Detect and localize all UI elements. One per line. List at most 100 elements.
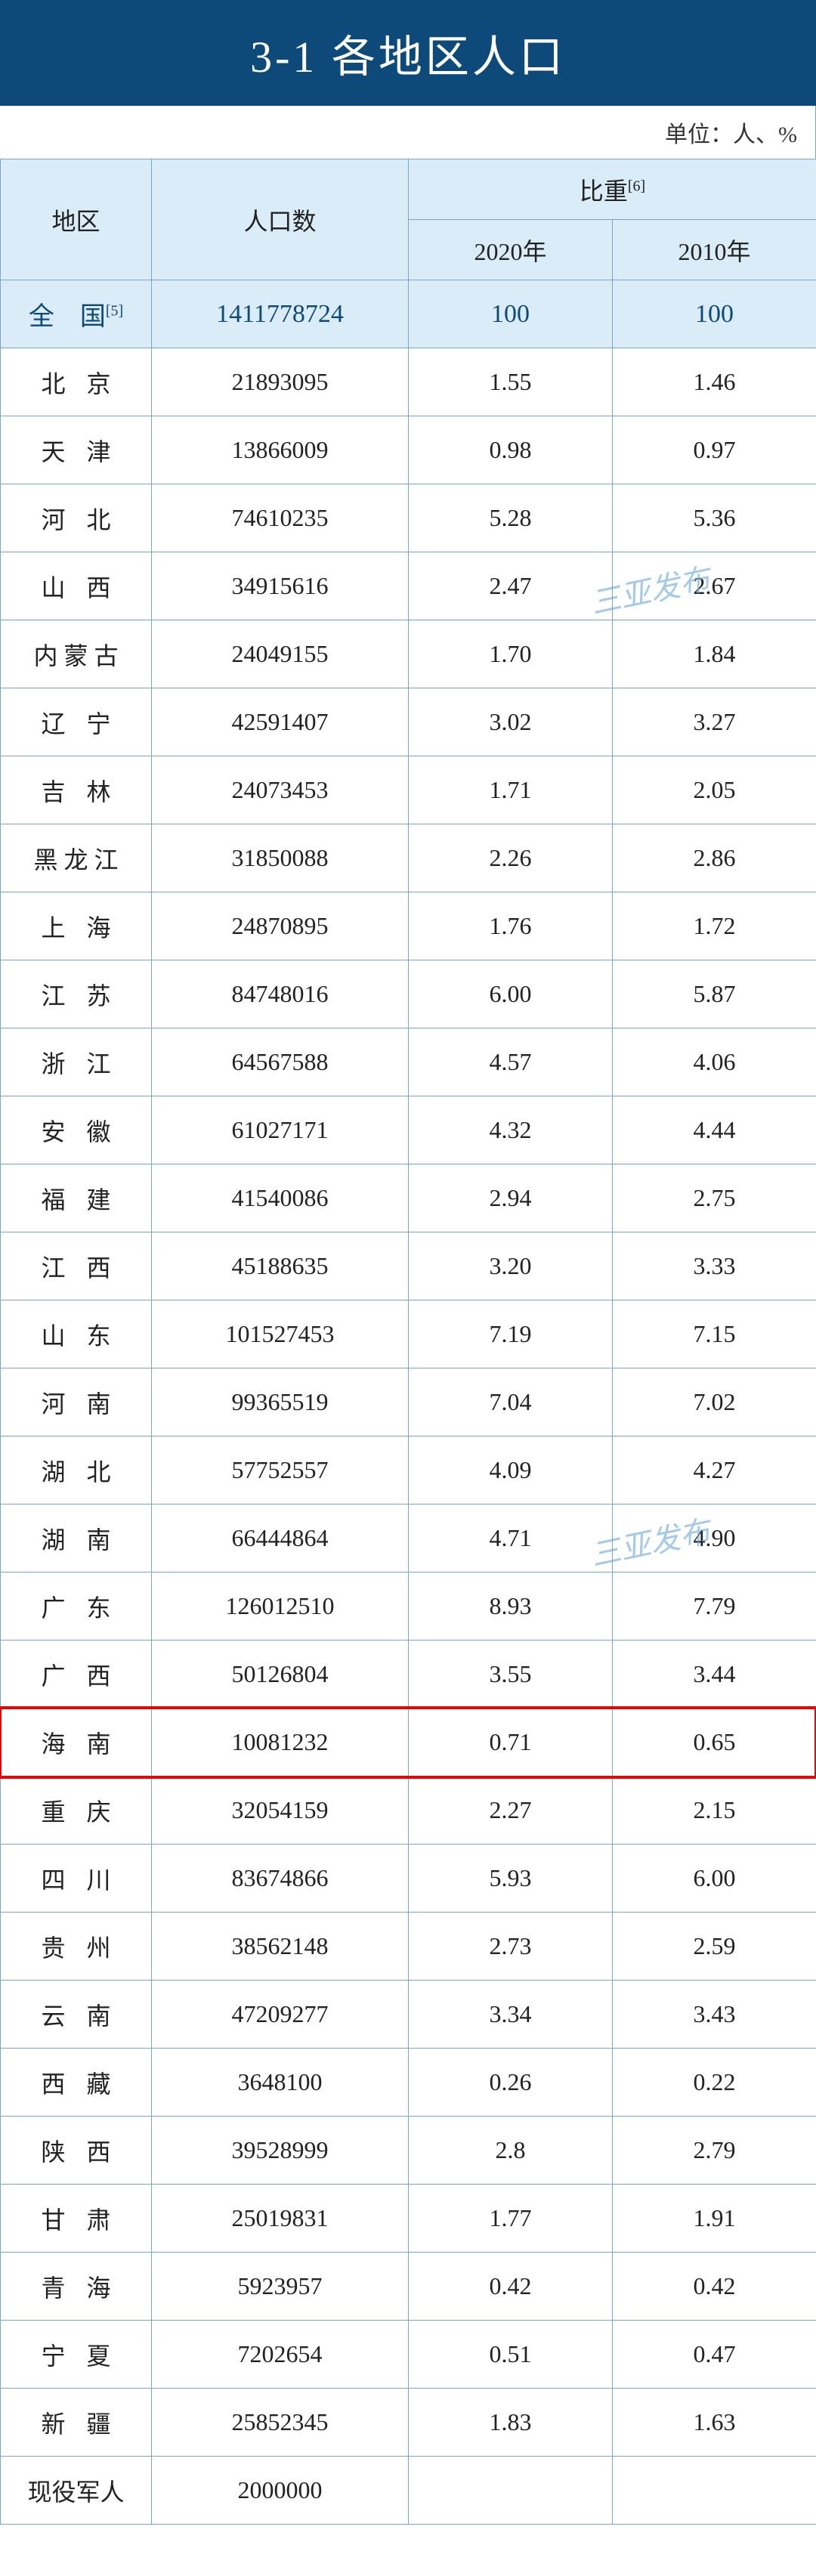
table-row: 广西501268043.553.44 xyxy=(1,1641,816,1709)
population-cell: 7202654 xyxy=(152,2321,409,2389)
ratio-2020-cell: 3.55 xyxy=(409,1641,613,1709)
table-row: 海南100812320.710.65 xyxy=(1,1709,816,1777)
ratio-2020-cell: 6.00 xyxy=(409,960,613,1028)
ratio-2020-cell: 2.27 xyxy=(409,1777,613,1845)
table-row: 宁夏72026540.510.47 xyxy=(1,2321,816,2389)
ratio-2010-cell: 2.59 xyxy=(613,1913,816,1981)
ratio-2010-cell: 1.91 xyxy=(613,2185,816,2253)
population-table: 地区 人口数 比重[6] 2020年 2010年 全 国[5] 14117787… xyxy=(0,159,816,2525)
population-cell: 24870895 xyxy=(152,892,409,960)
population-cell: 66444864 xyxy=(152,1504,409,1573)
ratio-2020-cell: 2.26 xyxy=(409,824,613,892)
table-row: 贵州385621482.732.59 xyxy=(1,1913,816,1981)
total-ratio-2010: 100 xyxy=(613,280,816,348)
table-row: 天津138660090.980.97 xyxy=(1,416,816,484)
title-band: 3-1 各地区人口 xyxy=(0,0,816,106)
ratio-2020-cell: 1.83 xyxy=(409,2389,613,2457)
region-cell: 陕西 xyxy=(1,2117,152,2185)
region-cell: 贵州 xyxy=(1,1913,152,1981)
ratio-2020-cell: 3.34 xyxy=(409,1981,613,2049)
region-cell: 江西 xyxy=(1,1232,152,1300)
ratio-2010-cell: 7.79 xyxy=(613,1573,816,1641)
ratio-2010-cell: 1.63 xyxy=(613,2389,816,2457)
ratio-2020-cell: 1.71 xyxy=(409,756,613,824)
table-row: 黑龙江318500882.262.86 xyxy=(1,824,816,892)
region-cell: 现役军人 xyxy=(1,2457,152,2525)
region-cell: 山东 xyxy=(1,1300,152,1368)
population-cell: 25852345 xyxy=(152,2389,409,2457)
population-cell: 74610235 xyxy=(152,484,409,552)
region-cell: 吉林 xyxy=(1,756,152,824)
ratio-2010-cell: 5.87 xyxy=(613,960,816,1028)
population-cell: 24073453 xyxy=(152,756,409,824)
ratio-2020-cell: 3.20 xyxy=(409,1232,613,1300)
ratio-2010-cell: 1.84 xyxy=(613,620,816,688)
ratio-2020-cell: 8.93 xyxy=(409,1573,613,1641)
population-cell: 34915616 xyxy=(152,552,409,620)
population-cell: 61027171 xyxy=(152,1096,409,1164)
ratio-2020-cell: 4.32 xyxy=(409,1096,613,1164)
population-cell: 25019831 xyxy=(152,2185,409,2253)
population-cell: 39528999 xyxy=(152,2117,409,2185)
ratio-2020-cell: 0.98 xyxy=(409,416,613,484)
ratio-2020-cell: 0.26 xyxy=(409,2049,613,2117)
table-row: 四川836748665.936.00 xyxy=(1,1845,816,1913)
ratio-2010-cell: 0.42 xyxy=(613,2253,816,2321)
table-row: 现役军人2000000 xyxy=(1,2457,816,2525)
table-row: 福建415400862.942.75 xyxy=(1,1164,816,1232)
region-cell: 内蒙古 xyxy=(1,620,152,688)
ratio-2010-cell: 1.46 xyxy=(613,348,816,416)
population-cell: 64567588 xyxy=(152,1028,409,1096)
ratio-2020-cell: 7.04 xyxy=(409,1368,613,1436)
ratio-2010-cell: 3.44 xyxy=(613,1641,816,1709)
region-cell: 上海 xyxy=(1,892,152,960)
table-row: 湖北577525574.094.27 xyxy=(1,1436,816,1504)
table-row: 河南993655197.047.02 xyxy=(1,1368,816,1436)
total-row: 全 国[5] 1411778724 100 100 xyxy=(1,280,816,348)
ratio-2020-cell: 5.28 xyxy=(409,484,613,552)
ratio-2020-cell: 1.70 xyxy=(409,620,613,688)
ratio-2020-cell: 7.19 xyxy=(409,1300,613,1368)
table-row: 山西349156162.472.67 xyxy=(1,552,816,620)
population-cell: 2000000 xyxy=(152,2457,409,2525)
ratio-2010-cell: 0.22 xyxy=(613,2049,816,2117)
population-cell: 47209277 xyxy=(152,1981,409,2049)
table-row: 安徽610271714.324.44 xyxy=(1,1096,816,1164)
table-row: 吉林240734531.712.05 xyxy=(1,756,816,824)
col-region: 地区 xyxy=(1,159,152,280)
table-row: 北京218930951.551.46 xyxy=(1,348,816,416)
population-cell: 50126804 xyxy=(152,1641,409,1709)
ratio-2010-cell: 7.02 xyxy=(613,1368,816,1436)
region-cell: 广东 xyxy=(1,1573,152,1641)
region-cell: 北京 xyxy=(1,348,152,416)
ratio-2020-cell: 4.09 xyxy=(409,1436,613,1504)
region-cell: 天津 xyxy=(1,416,152,484)
ratio-2010-cell: 0.47 xyxy=(613,2321,816,2389)
ratio-2020-cell: 4.71 xyxy=(409,1504,613,1573)
region-cell: 河南 xyxy=(1,1368,152,1436)
table-row: 甘肃250198311.771.91 xyxy=(1,2185,816,2253)
population-cell: 83674866 xyxy=(152,1845,409,1913)
ratio-2010-cell: 0.65 xyxy=(613,1709,816,1777)
ratio-2010-cell: 3.43 xyxy=(613,1981,816,2049)
total-population: 1411778724 xyxy=(152,280,409,348)
table-row: 山东1015274537.197.15 xyxy=(1,1300,816,1368)
population-cell: 99365519 xyxy=(152,1368,409,1436)
population-cell: 5923957 xyxy=(152,2253,409,2321)
ratio-2020-cell: 2.94 xyxy=(409,1164,613,1232)
ratio-2020-cell: 0.71 xyxy=(409,1709,613,1777)
unit-label-row: 单位：人、% xyxy=(0,106,816,159)
ratio-2010-cell: 2.75 xyxy=(613,1164,816,1232)
region-cell: 河北 xyxy=(1,484,152,552)
ratio-2010-cell: 2.05 xyxy=(613,756,816,824)
ratio-2010-cell: 4.44 xyxy=(613,1096,816,1164)
region-cell: 重庆 xyxy=(1,1777,152,1845)
col-population: 人口数 xyxy=(152,159,409,280)
ratio-2020-cell: 1.77 xyxy=(409,2185,613,2253)
table-row: 云南472092773.343.43 xyxy=(1,1981,816,2049)
ratio-2010-cell: 6.00 xyxy=(613,1845,816,1913)
population-cell: 45188635 xyxy=(152,1232,409,1300)
ratio-2020-cell: 4.57 xyxy=(409,1028,613,1096)
table-row: 江苏847480166.005.87 xyxy=(1,960,816,1028)
ratio-2010-cell: 7.15 xyxy=(613,1300,816,1368)
